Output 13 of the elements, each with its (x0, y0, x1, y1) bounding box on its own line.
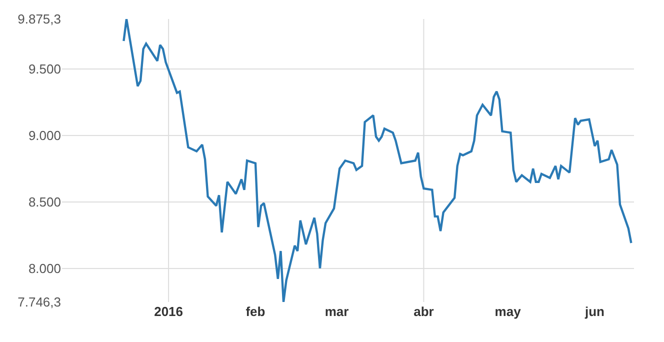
x-tick-label: abr (414, 304, 434, 319)
x-tick-label: 2016 (154, 304, 184, 319)
x-tick-label: feb (246, 304, 266, 319)
y-tick-label: 7.746,3 (18, 294, 61, 310)
x-tick-label: may (494, 304, 522, 319)
line-series (122, 19, 632, 302)
y-tick-label: 9.875,3 (18, 12, 61, 27)
y-tick-label: 9.000 (28, 128, 61, 143)
y-tick-label: 9.500 (28, 61, 61, 76)
x-tick-label: jun (584, 304, 605, 319)
y-tick-label: 8.000 (28, 260, 61, 276)
x-tick-label: mar (324, 304, 349, 319)
y-tick-label: 8.500 (28, 194, 61, 210)
